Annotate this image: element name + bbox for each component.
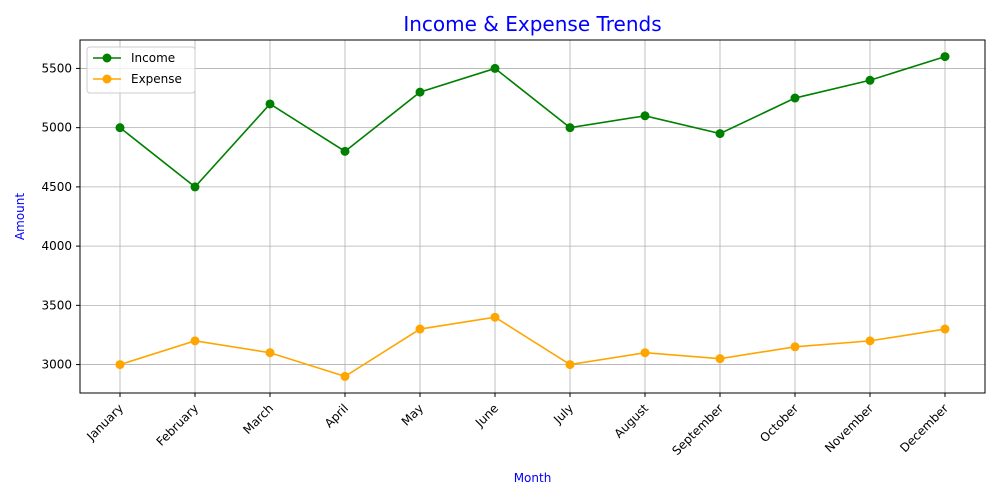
expense-point bbox=[190, 336, 200, 346]
income-point bbox=[415, 87, 425, 97]
x-tick-label: June bbox=[472, 401, 501, 430]
income-legend-marker bbox=[102, 53, 112, 63]
income-legend-label: Income bbox=[131, 51, 175, 65]
expense-point bbox=[565, 360, 575, 370]
y-tick-label: 3000 bbox=[41, 358, 72, 372]
expense-legend-marker bbox=[102, 74, 112, 84]
income-series bbox=[115, 52, 950, 192]
income-point bbox=[865, 75, 875, 85]
y-tick-label: 5000 bbox=[41, 121, 72, 135]
x-tick-label: March bbox=[240, 401, 276, 437]
axis-ticks: January February March April May June July Augu… bbox=[41, 61, 951, 458]
y-axis-label: Amount bbox=[13, 193, 27, 240]
income-line bbox=[119, 55, 946, 188]
income-point bbox=[340, 146, 350, 156]
expense-line bbox=[119, 316, 946, 378]
x-tick-label: July bbox=[550, 401, 576, 427]
expense-point bbox=[490, 312, 500, 322]
x-tick-label: May bbox=[399, 401, 426, 428]
chart-title: Income & Expense Trends bbox=[403, 12, 661, 36]
income-point bbox=[640, 111, 650, 121]
y-tick-label: 3500 bbox=[41, 298, 72, 312]
x-axis-label: Month bbox=[514, 471, 552, 485]
x-tick-label: December bbox=[897, 401, 951, 455]
expense-point bbox=[340, 371, 350, 381]
expense-series bbox=[115, 312, 950, 381]
x-tick-label: January bbox=[83, 401, 126, 444]
y-tick-label: 5500 bbox=[41, 61, 72, 75]
x-tick-label: November bbox=[822, 401, 876, 455]
expense-point bbox=[415, 324, 425, 334]
expense-point bbox=[865, 336, 875, 346]
income-point bbox=[565, 123, 575, 133]
income-point bbox=[790, 93, 800, 103]
expense-legend-label: Expense bbox=[131, 72, 182, 86]
income-point bbox=[190, 182, 200, 192]
grid bbox=[80, 40, 985, 393]
y-tick-label: 4500 bbox=[41, 180, 72, 194]
x-tick-label: October bbox=[757, 401, 801, 445]
series-layer bbox=[115, 52, 950, 381]
expense-point bbox=[940, 324, 950, 334]
x-tick-label: August bbox=[612, 401, 652, 441]
income-point bbox=[115, 123, 125, 133]
x-tick-label: September bbox=[669, 401, 726, 458]
x-tick-label: February bbox=[154, 401, 202, 449]
y-tick-label: 4000 bbox=[41, 239, 72, 253]
expense-point bbox=[790, 342, 800, 352]
income-point bbox=[265, 99, 275, 109]
expense-point bbox=[715, 354, 725, 364]
expense-point bbox=[640, 348, 650, 358]
legend: Income Expense bbox=[86, 46, 196, 94]
income-point bbox=[715, 129, 725, 139]
x-tick-label: April bbox=[322, 401, 351, 430]
expense-point bbox=[265, 348, 275, 358]
income-point bbox=[490, 63, 500, 73]
plot-frame bbox=[79, 39, 986, 394]
income-point bbox=[940, 52, 950, 62]
expense-point bbox=[115, 360, 125, 370]
